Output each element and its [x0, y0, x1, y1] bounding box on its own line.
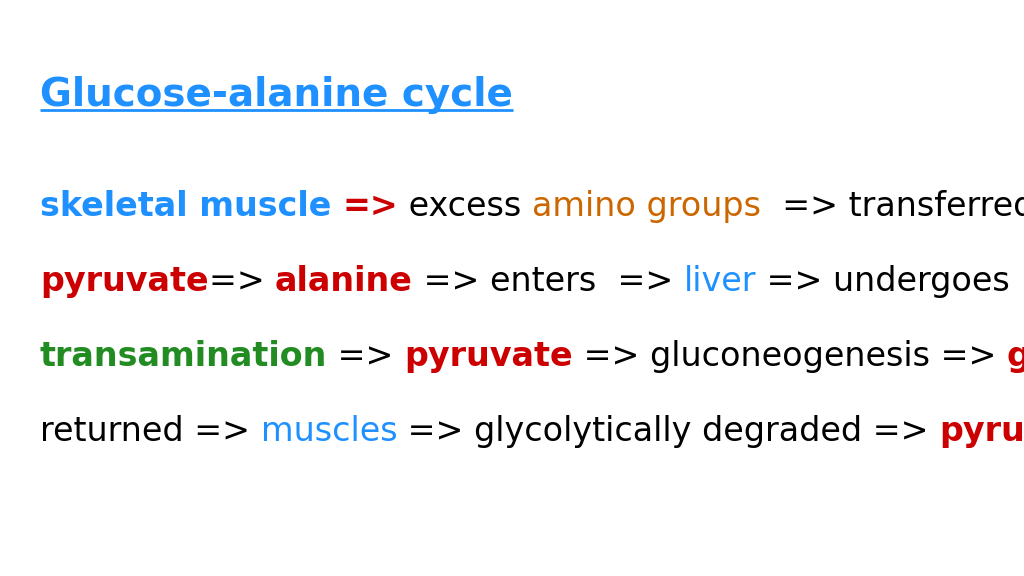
Text: skeletal muscle: skeletal muscle — [40, 190, 332, 223]
Text: liver: liver — [684, 265, 757, 298]
Text: => glycolytically degraded =>: => glycolytically degraded => — [397, 415, 939, 448]
Text: pyruvate: pyruvate — [404, 340, 573, 373]
Text: =>: => — [328, 340, 404, 373]
Text: glucose: glucose — [1007, 340, 1024, 373]
Text: transamination: transamination — [40, 340, 328, 373]
Text: => undergoes: => undergoes — [757, 265, 1010, 298]
Text: => transferred=>: => transferred=> — [761, 190, 1024, 223]
Text: => enters  =>: => enters => — [413, 265, 684, 298]
Text: alanine: alanine — [275, 265, 413, 298]
Text: amino groups: amino groups — [531, 190, 761, 223]
Text: =>: => — [209, 265, 275, 298]
Text: pyruvate: pyruvate — [40, 265, 209, 298]
Text: => gluconeogenesis =>: => gluconeogenesis => — [573, 340, 1007, 373]
Text: Glucose-alanine cycle: Glucose-alanine cycle — [40, 76, 513, 114]
Text: returned =>: returned => — [40, 415, 261, 448]
Text: pyruvate: pyruvate — [939, 415, 1024, 448]
Text: =>: => — [342, 190, 397, 223]
Text: muscles: muscles — [261, 415, 397, 448]
Text: excess: excess — [397, 190, 531, 223]
